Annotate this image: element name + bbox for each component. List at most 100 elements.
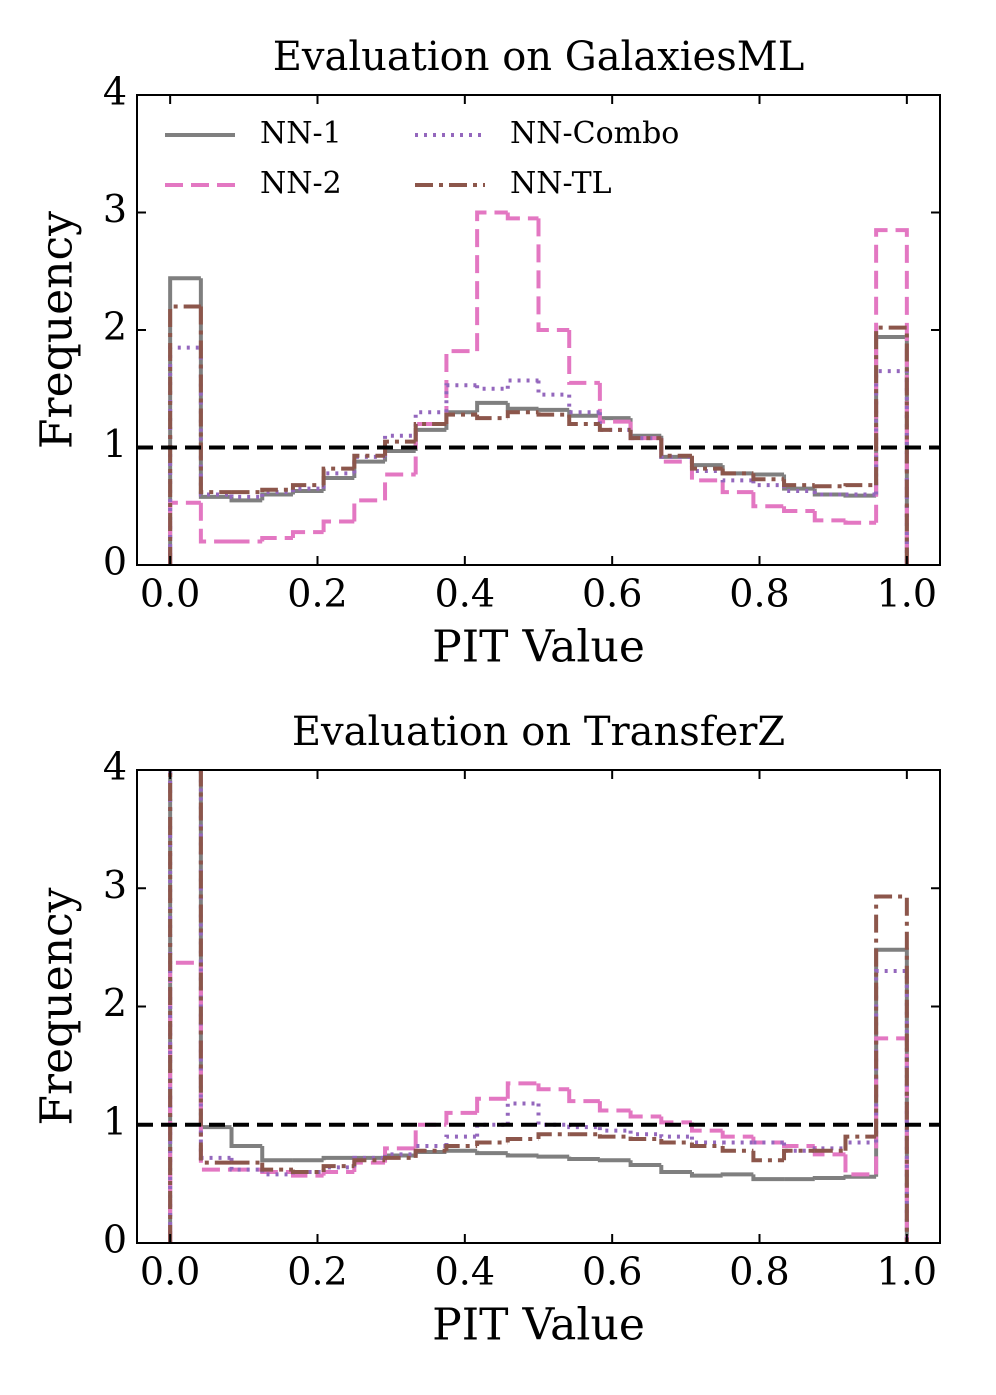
histogram-step xyxy=(567,1156,600,1162)
histogram-step xyxy=(628,1130,662,1137)
histogram-step xyxy=(444,383,478,413)
histogram-step xyxy=(536,1154,570,1159)
histogram-step xyxy=(444,349,478,424)
histogram-step xyxy=(475,1150,508,1156)
histogram-step xyxy=(168,770,173,1243)
histogram-step xyxy=(168,345,201,565)
histogram-step xyxy=(567,1089,600,1104)
histogram-step xyxy=(505,212,539,221)
histogram-step xyxy=(290,483,324,490)
histogram-step xyxy=(843,493,877,498)
histogram-step xyxy=(782,506,815,513)
histogram-step xyxy=(198,502,232,544)
x-tick-label: 1.0 xyxy=(877,1250,937,1294)
legend-label: NN-Combo xyxy=(510,116,679,151)
histogram-step xyxy=(567,394,600,415)
histogram-step xyxy=(628,418,662,438)
histogram-step xyxy=(198,770,232,1130)
histogram-step xyxy=(198,306,232,495)
legend-label: NN-1 xyxy=(260,116,342,151)
histogram-step xyxy=(843,483,877,488)
histogram-step xyxy=(260,490,293,497)
histogram-step xyxy=(505,1153,539,1158)
histogram-step xyxy=(843,1140,877,1149)
histogram-step xyxy=(812,490,846,497)
histogram-step xyxy=(198,347,232,497)
histogram-step xyxy=(383,439,416,456)
histogram-step xyxy=(874,947,909,1243)
histogram-step xyxy=(628,1136,662,1141)
x-tick-label: 0.4 xyxy=(435,1250,495,1294)
histogram-step xyxy=(751,1136,785,1145)
histogram-step xyxy=(812,510,846,523)
y-tick-label: 3 xyxy=(103,863,127,907)
histogram-step xyxy=(782,1142,815,1153)
histogram-step xyxy=(168,960,201,1243)
histogram-step xyxy=(659,1116,692,1125)
plot-area xyxy=(168,770,909,1243)
histogram-step xyxy=(874,969,909,1243)
histogram-step xyxy=(843,1134,877,1151)
histogram-step xyxy=(352,454,386,474)
histogram-step xyxy=(383,1155,416,1161)
histogram-step xyxy=(597,415,631,421)
histogram-step xyxy=(874,369,909,565)
histogram-step xyxy=(659,1134,692,1139)
histogram-step xyxy=(751,480,785,488)
histogram-step xyxy=(198,278,232,499)
histogram-step xyxy=(812,1175,846,1180)
histogram-step xyxy=(874,228,909,565)
histogram-step xyxy=(689,1142,723,1149)
histogram-step xyxy=(751,492,785,509)
histogram-step xyxy=(321,519,355,533)
histogram-step xyxy=(597,382,631,424)
histogram-step xyxy=(229,1157,263,1172)
histogram-step xyxy=(536,1132,570,1139)
histogram-step xyxy=(689,1172,723,1178)
histogram-step xyxy=(475,210,508,352)
histogram-step xyxy=(352,1160,386,1173)
x-tick-label: 0.0 xyxy=(140,572,200,616)
histogram-step xyxy=(352,1155,386,1168)
histogram-step xyxy=(198,770,232,1165)
histogram-step xyxy=(290,488,324,495)
histogram-step xyxy=(782,479,815,488)
histogram-step xyxy=(444,1134,478,1147)
histogram-step xyxy=(536,1103,570,1127)
histogram-step xyxy=(505,1101,539,1125)
histogram-step xyxy=(689,456,723,468)
histogram-step xyxy=(168,770,173,1243)
histogram-step xyxy=(720,468,754,476)
y-axis-label: Frequency xyxy=(32,211,83,449)
histogram-step xyxy=(321,1170,355,1176)
histogram-step xyxy=(659,1164,692,1175)
y-tick-label: 2 xyxy=(103,981,127,1025)
chart-title: Evaluation on GalaxiesML xyxy=(273,34,805,80)
histogram-step xyxy=(290,486,324,493)
y-tick-label: 4 xyxy=(103,70,127,114)
y-axis-label: Frequency xyxy=(32,887,83,1125)
x-axis-label: PIT Value xyxy=(432,622,645,673)
histogram-step xyxy=(352,459,386,479)
histogram-step xyxy=(475,400,508,413)
histogram-step xyxy=(260,1162,293,1172)
x-tick-label: 0.8 xyxy=(729,1250,789,1294)
x-tick-label: 0.6 xyxy=(582,572,642,616)
y-tick-label: 3 xyxy=(103,187,127,231)
histogram-step xyxy=(567,330,600,385)
histogram-step xyxy=(751,1174,785,1182)
chart-title: Evaluation on TransferZ xyxy=(292,709,785,755)
y-tick-label: 4 xyxy=(103,745,127,789)
histogram-step xyxy=(444,1144,478,1151)
y-tick-label: 1 xyxy=(103,1099,127,1143)
histogram-step xyxy=(352,498,386,522)
histogram-step xyxy=(751,473,785,482)
histogram-step xyxy=(444,1148,478,1153)
histogram-step xyxy=(413,422,447,475)
histogram-step xyxy=(689,455,723,471)
histogram-step xyxy=(290,530,324,538)
x-tick-label: 0.8 xyxy=(729,572,789,616)
histogram-step xyxy=(229,1127,263,1149)
